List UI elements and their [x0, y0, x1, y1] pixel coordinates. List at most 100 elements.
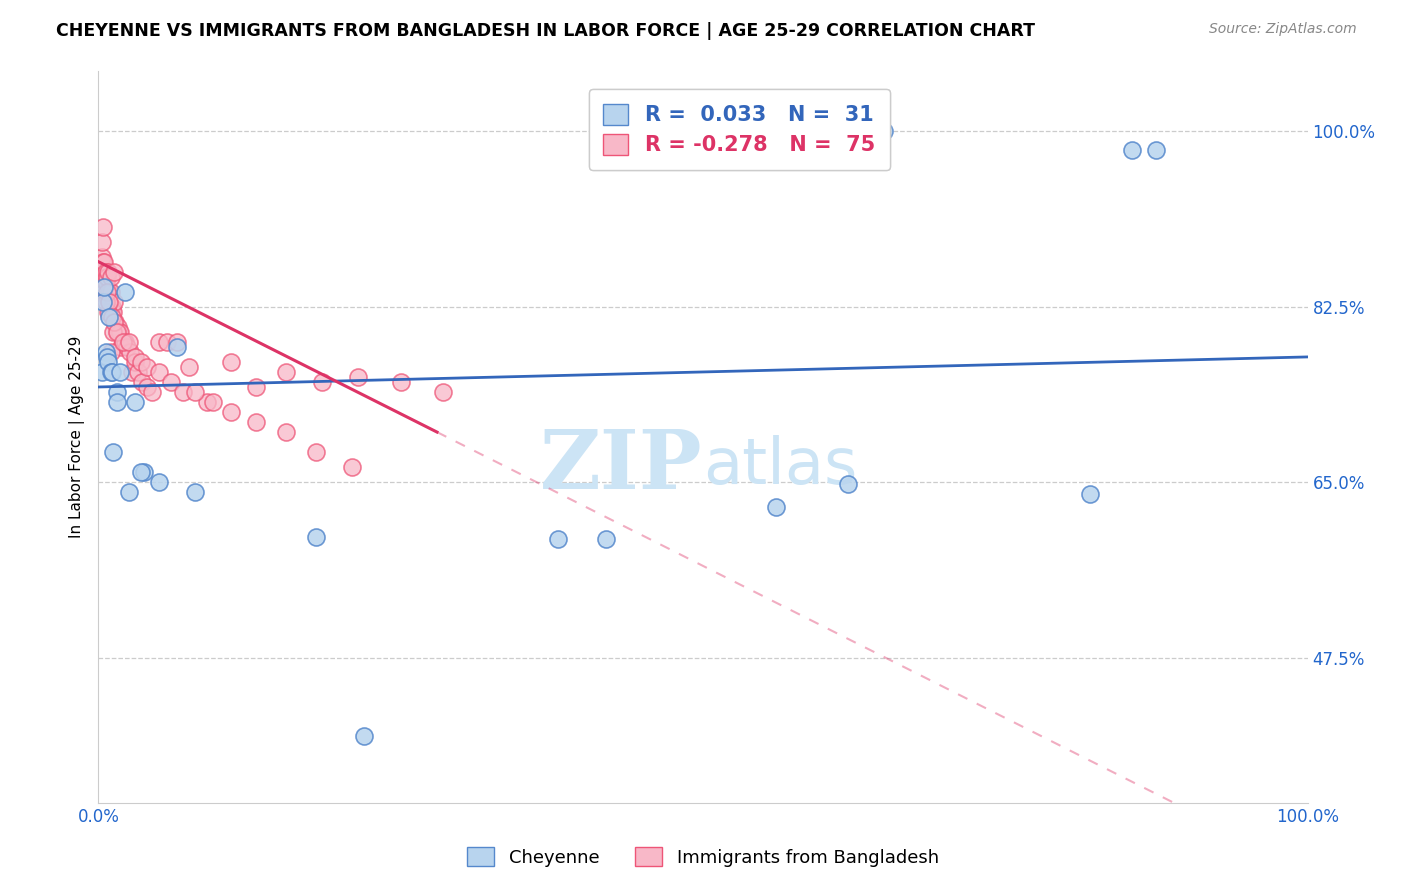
- Point: [100, 345, 122, 359]
- Point: [117, 340, 139, 354]
- Point: [103, 315, 125, 329]
- Point: [124, 395, 146, 409]
- Point: [98, 294, 121, 309]
- Point: [305, 530, 328, 544]
- Point: [311, 375, 333, 389]
- Point: [101, 305, 124, 319]
- Point: [118, 485, 141, 500]
- Text: atlas: atlas: [703, 435, 858, 498]
- Point: [221, 355, 243, 369]
- Point: [100, 285, 122, 299]
- Point: [131, 375, 153, 389]
- Point: [305, 445, 328, 459]
- Point: [96, 269, 118, 284]
- Point: [94, 265, 117, 279]
- Point: [97, 290, 120, 304]
- Point: [1146, 143, 1168, 157]
- Point: [108, 365, 131, 379]
- Point: [104, 315, 127, 329]
- Point: [97, 265, 120, 279]
- Point: [837, 477, 859, 491]
- Point: [98, 310, 121, 324]
- Point: [1078, 487, 1101, 501]
- Point: [166, 340, 188, 354]
- Point: [134, 465, 156, 479]
- Point: [94, 345, 117, 359]
- Point: [100, 365, 122, 379]
- Point: [105, 395, 128, 409]
- Point: [148, 334, 170, 349]
- Point: [100, 310, 122, 324]
- Point: [90, 265, 112, 279]
- Text: Source: ZipAtlas.com: Source: ZipAtlas.com: [1209, 22, 1357, 37]
- Point: [342, 460, 364, 475]
- Point: [91, 235, 114, 249]
- Point: [432, 384, 454, 399]
- Point: [111, 334, 134, 349]
- Point: [93, 285, 115, 299]
- Point: [98, 305, 121, 319]
- Point: [1121, 143, 1143, 157]
- Point: [108, 325, 131, 339]
- Point: [111, 334, 134, 349]
- Point: [127, 365, 149, 379]
- Point: [93, 254, 115, 268]
- Point: [96, 285, 118, 299]
- Point: [179, 359, 201, 374]
- Point: [94, 294, 117, 309]
- Text: ZIP: ZIP: [540, 426, 703, 507]
- Point: [873, 124, 896, 138]
- Point: [184, 384, 207, 399]
- Point: [195, 395, 218, 409]
- Y-axis label: In Labor Force | Age 25-29: In Labor Force | Age 25-29: [69, 336, 84, 538]
- Point: [100, 300, 122, 314]
- Point: [274, 365, 297, 379]
- Point: [347, 370, 370, 384]
- Point: [129, 355, 152, 369]
- Point: [118, 334, 141, 349]
- Legend: R =  0.033   N =  31, R = -0.278   N =  75: R = 0.033 N = 31, R = -0.278 N = 75: [589, 89, 890, 170]
- Point: [148, 475, 170, 490]
- Point: [121, 365, 143, 379]
- Point: [91, 294, 114, 309]
- Point: [101, 325, 124, 339]
- Point: [595, 533, 617, 547]
- Point: [89, 265, 111, 279]
- Point: [91, 219, 114, 234]
- Legend: Cheyenne, Immigrants from Bangladesh: Cheyenne, Immigrants from Bangladesh: [460, 840, 946, 874]
- Point: [114, 334, 136, 349]
- Point: [94, 275, 117, 289]
- Point: [93, 269, 115, 284]
- Point: [547, 533, 569, 547]
- Point: [129, 465, 152, 479]
- Point: [184, 485, 207, 500]
- Point: [160, 375, 183, 389]
- Point: [353, 729, 375, 743]
- Point: [103, 265, 125, 279]
- Point: [105, 325, 128, 339]
- Point: [156, 334, 179, 349]
- Point: [96, 290, 118, 304]
- Point: [118, 345, 141, 359]
- Point: [97, 355, 120, 369]
- Point: [91, 250, 114, 264]
- Point: [135, 380, 157, 394]
- Point: [221, 405, 243, 419]
- Point: [172, 384, 194, 399]
- Point: [141, 384, 163, 399]
- Point: [101, 445, 124, 459]
- Point: [91, 365, 114, 379]
- Point: [103, 294, 125, 309]
- Point: [97, 305, 120, 319]
- Point: [105, 325, 128, 339]
- Point: [124, 350, 146, 364]
- Point: [245, 380, 267, 394]
- Point: [91, 254, 114, 268]
- Point: [105, 384, 128, 399]
- Point: [245, 415, 267, 429]
- Point: [765, 500, 787, 515]
- Point: [389, 375, 412, 389]
- Point: [166, 334, 188, 349]
- Point: [98, 285, 121, 299]
- Point: [202, 395, 225, 409]
